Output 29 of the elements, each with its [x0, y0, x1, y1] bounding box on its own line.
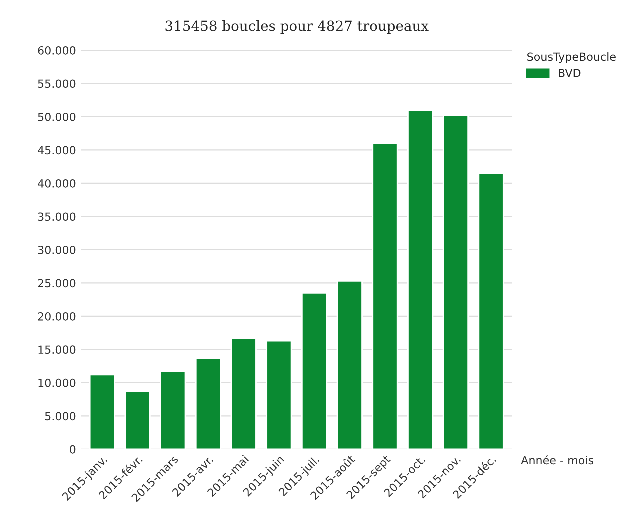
- bar: [372, 142, 398, 450]
- y-tick-label: 20.000: [38, 312, 76, 321]
- y-tick-label: 60.000: [38, 46, 76, 55]
- y-tick-label: 15.000: [38, 346, 76, 354]
- y-tick-label: 10.000: [38, 378, 76, 388]
- y-tick-label: 40.000: [38, 179, 76, 188]
- bar: [408, 110, 434, 450]
- bar: [230, 338, 257, 450]
- y-tick-label: 50.000: [38, 112, 76, 122]
- y-tick-label: 0: [70, 445, 76, 454]
- y-tick-label: 25.000: [38, 279, 76, 288]
- y-tick-label: 45.000: [38, 146, 76, 155]
- bar: [195, 358, 222, 450]
- bar: [124, 390, 151, 450]
- y-tick-label: 5.000: [45, 412, 76, 421]
- bar: [301, 292, 328, 450]
- bar: [266, 340, 292, 450]
- bar: [160, 370, 186, 450]
- bar: [442, 114, 470, 450]
- x-axis-title: Année - mois: [521, 456, 594, 465]
- legend-title: SousTypeBoucle: [528, 52, 616, 64]
- bar: [336, 280, 363, 450]
- bar: [478, 172, 504, 450]
- y-tick-label: 55.000: [38, 80, 76, 88]
- y-tick-label: 30.000: [38, 246, 76, 254]
- y-tick-label: 35.000: [38, 212, 76, 222]
- chart-title: 315458 boucles pour 4827 troupeaux: [166, 20, 429, 34]
- legend-label: BVD: [559, 69, 581, 78]
- bar: [89, 374, 116, 450]
